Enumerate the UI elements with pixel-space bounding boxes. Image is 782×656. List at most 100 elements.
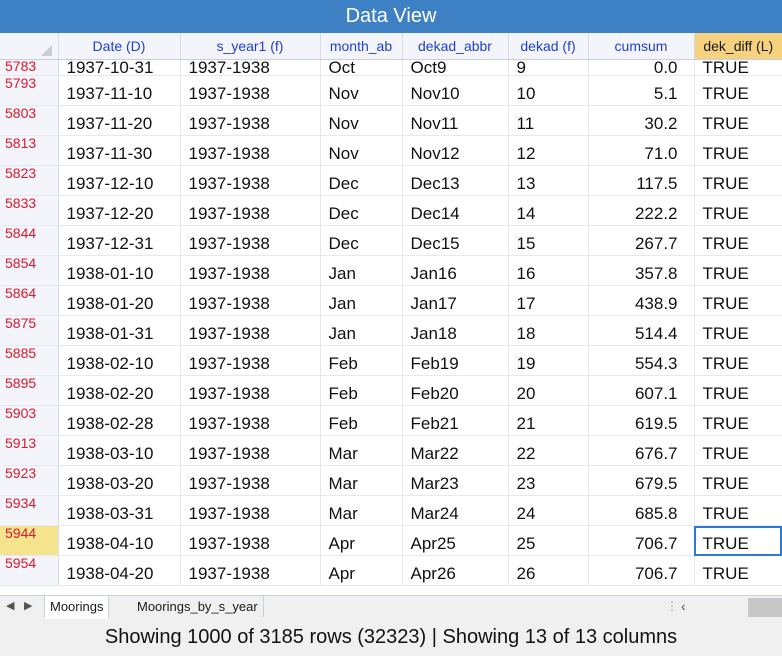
- cell-dekad[interactable]: 20: [508, 375, 589, 406]
- cell-dek-diff[interactable]: TRUE: [694, 225, 782, 256]
- cell-dekad[interactable]: 22: [508, 435, 589, 466]
- row-number[interactable]: 5844: [0, 225, 59, 256]
- row-number[interactable]: 5903: [0, 405, 59, 436]
- cell-dekad-abbr[interactable]: Jan18: [402, 315, 509, 346]
- table-row[interactable]: 5783 1937-10-31 1937-1938 Oct Oct9 9 0.0 TRUE: [0, 59, 782, 76]
- cell-month-ab[interactable]: Feb: [320, 405, 403, 436]
- cell-cumsum[interactable]: 71.0: [588, 135, 695, 166]
- cell-date[interactable]: 1938-04-10: [58, 525, 181, 556]
- cell-dek-diff[interactable]: TRUE: [694, 165, 782, 196]
- cell-s-year1[interactable]: 1937-1938: [180, 165, 321, 196]
- cell-month-ab[interactable]: Nov: [320, 105, 403, 136]
- column-header-dek-diff[interactable]: dek_diff (L): [694, 33, 782, 60]
- cell-date[interactable]: 1937-10-31: [58, 59, 181, 76]
- cell-s-year1[interactable]: 1937-1938: [180, 525, 321, 556]
- table-row[interactable]: 5944 1938-04-10 1937-1938 Apr Apr25 25 706.7 TR…: [0, 525, 782, 556]
- cell-month-ab[interactable]: Mar: [320, 435, 403, 466]
- cell-date[interactable]: 1938-01-31: [58, 315, 181, 346]
- cell-s-year1[interactable]: 1937-1938: [180, 345, 321, 376]
- cell-month-ab[interactable]: Nov: [320, 75, 403, 106]
- row-number[interactable]: 5793: [0, 75, 59, 106]
- cell-dek-diff[interactable]: TRUE: [694, 135, 782, 166]
- cell-s-year1[interactable]: 1937-1938: [180, 225, 321, 256]
- row-number[interactable]: 5913: [0, 435, 59, 466]
- cell-date[interactable]: 1938-04-20: [58, 555, 181, 586]
- cell-dekad[interactable]: 10: [508, 75, 589, 106]
- cell-dekad[interactable]: 13: [508, 165, 589, 196]
- cell-dek-diff[interactable]: TRUE: [694, 315, 782, 346]
- column-header-dekad-abbr[interactable]: dekad_abbr: [402, 33, 509, 60]
- cell-dekad[interactable]: 24: [508, 495, 589, 526]
- cell-dek-diff[interactable]: TRUE: [694, 435, 782, 466]
- cell-cumsum[interactable]: 222.2: [588, 195, 695, 226]
- row-number[interactable]: 5783: [0, 59, 59, 76]
- cell-s-year1[interactable]: 1937-1938: [180, 135, 321, 166]
- cell-cumsum[interactable]: 554.3: [588, 345, 695, 376]
- cell-month-ab[interactable]: Jan: [320, 315, 403, 346]
- cell-dek-diff[interactable]: TRUE: [694, 285, 782, 316]
- cell-dekad[interactable]: 23: [508, 465, 589, 496]
- cell-s-year1[interactable]: 1937-1938: [180, 435, 321, 466]
- row-number[interactable]: 5923: [0, 465, 59, 496]
- cell-dekad-abbr[interactable]: Jan16: [402, 255, 509, 286]
- cell-dekad-abbr[interactable]: Mar22: [402, 435, 509, 466]
- cell-month-ab[interactable]: Dec: [320, 195, 403, 226]
- cell-month-ab[interactable]: Nov: [320, 135, 403, 166]
- cell-month-ab[interactable]: Oct: [320, 59, 403, 76]
- cell-cumsum[interactable]: 514.4: [588, 315, 695, 346]
- cell-dekad-abbr[interactable]: Dec15: [402, 225, 509, 256]
- cell-cumsum[interactable]: 619.5: [588, 405, 695, 436]
- tab-next-icon[interactable]: ▶: [24, 600, 33, 612]
- cell-s-year1[interactable]: 1937-1938: [180, 105, 321, 136]
- cell-s-year1[interactable]: 1937-1938: [180, 375, 321, 406]
- cell-cumsum[interactable]: 438.9: [588, 285, 695, 316]
- tab-moorings-by-s-year[interactable]: Moorings_by_s_year: [132, 596, 264, 617]
- cell-s-year1[interactable]: 1937-1938: [180, 75, 321, 106]
- cell-date[interactable]: 1937-11-20: [58, 105, 181, 136]
- cell-cumsum[interactable]: 0.0: [588, 59, 695, 76]
- column-header-date[interactable]: Date (D): [58, 33, 181, 60]
- cell-dekad-abbr[interactable]: Feb21: [402, 405, 509, 436]
- cell-date[interactable]: 1937-11-30: [58, 135, 181, 166]
- cell-dekad[interactable]: 12: [508, 135, 589, 166]
- cell-dek-diff[interactable]: TRUE: [694, 345, 782, 376]
- cell-s-year1[interactable]: 1937-1938: [180, 255, 321, 286]
- cell-date[interactable]: 1938-01-10: [58, 255, 181, 286]
- row-number[interactable]: 5823: [0, 165, 59, 196]
- cell-dekad[interactable]: 17: [508, 285, 589, 316]
- cell-cumsum[interactable]: 357.8: [588, 255, 695, 286]
- tab-moorings[interactable]: Moorings: [44, 596, 110, 619]
- column-header-dekad[interactable]: dekad (f): [508, 33, 589, 60]
- cell-month-ab[interactable]: Apr: [320, 525, 403, 556]
- cell-date[interactable]: 1938-03-10: [58, 435, 181, 466]
- cell-dekad-abbr[interactable]: Dec14: [402, 195, 509, 226]
- cell-date[interactable]: 1938-02-28: [58, 405, 181, 436]
- table-row[interactable]: 5864 1938-01-20 1937-1938 Jan Jan17 17 438.9 TR…: [0, 285, 782, 316]
- row-number[interactable]: 5944: [0, 525, 59, 556]
- cell-dekad-abbr[interactable]: Nov12: [402, 135, 509, 166]
- cell-month-ab[interactable]: Mar: [320, 495, 403, 526]
- table-row[interactable]: 5793 1937-11-10 1937-1938 Nov Nov10 10 5.1 TRUE: [0, 75, 782, 106]
- cell-dekad[interactable]: 18: [508, 315, 589, 346]
- cell-dekad-abbr[interactable]: Mar23: [402, 465, 509, 496]
- cell-dekad-abbr[interactable]: Apr26: [402, 555, 509, 586]
- cell-dekad[interactable]: 11: [508, 105, 589, 136]
- cell-s-year1[interactable]: 1937-1938: [180, 405, 321, 436]
- table-row[interactable]: 5823 1937-12-10 1937-1938 Dec Dec13 13 117.5 TR…: [0, 165, 782, 196]
- cell-month-ab[interactable]: Dec: [320, 225, 403, 256]
- table-row[interactable]: 5844 1937-12-31 1937-1938 Dec Dec15 15 267.7 TR…: [0, 225, 782, 256]
- cell-s-year1[interactable]: 1937-1938: [180, 315, 321, 346]
- cell-dek-diff[interactable]: TRUE: [694, 105, 782, 136]
- row-number[interactable]: 5803: [0, 105, 59, 136]
- table-row[interactable]: 5913 1938-03-10 1937-1938 Mar Mar22 22 676.7 TR…: [0, 435, 782, 466]
- cell-date[interactable]: 1937-12-31: [58, 225, 181, 256]
- table-row[interactable]: 5803 1937-11-20 1937-1938 Nov Nov11 11 30.2 TRU…: [0, 105, 782, 136]
- cell-dekad-abbr[interactable]: Feb20: [402, 375, 509, 406]
- cell-dek-diff[interactable]: TRUE: [694, 375, 782, 406]
- cell-month-ab[interactable]: Dec: [320, 165, 403, 196]
- row-number[interactable]: 5875: [0, 315, 59, 346]
- cell-dek-diff[interactable]: TRUE: [694, 525, 782, 556]
- row-number[interactable]: 5833: [0, 195, 59, 226]
- cell-dekad-abbr[interactable]: Apr25: [402, 525, 509, 556]
- cell-s-year1[interactable]: 1937-1938: [180, 465, 321, 496]
